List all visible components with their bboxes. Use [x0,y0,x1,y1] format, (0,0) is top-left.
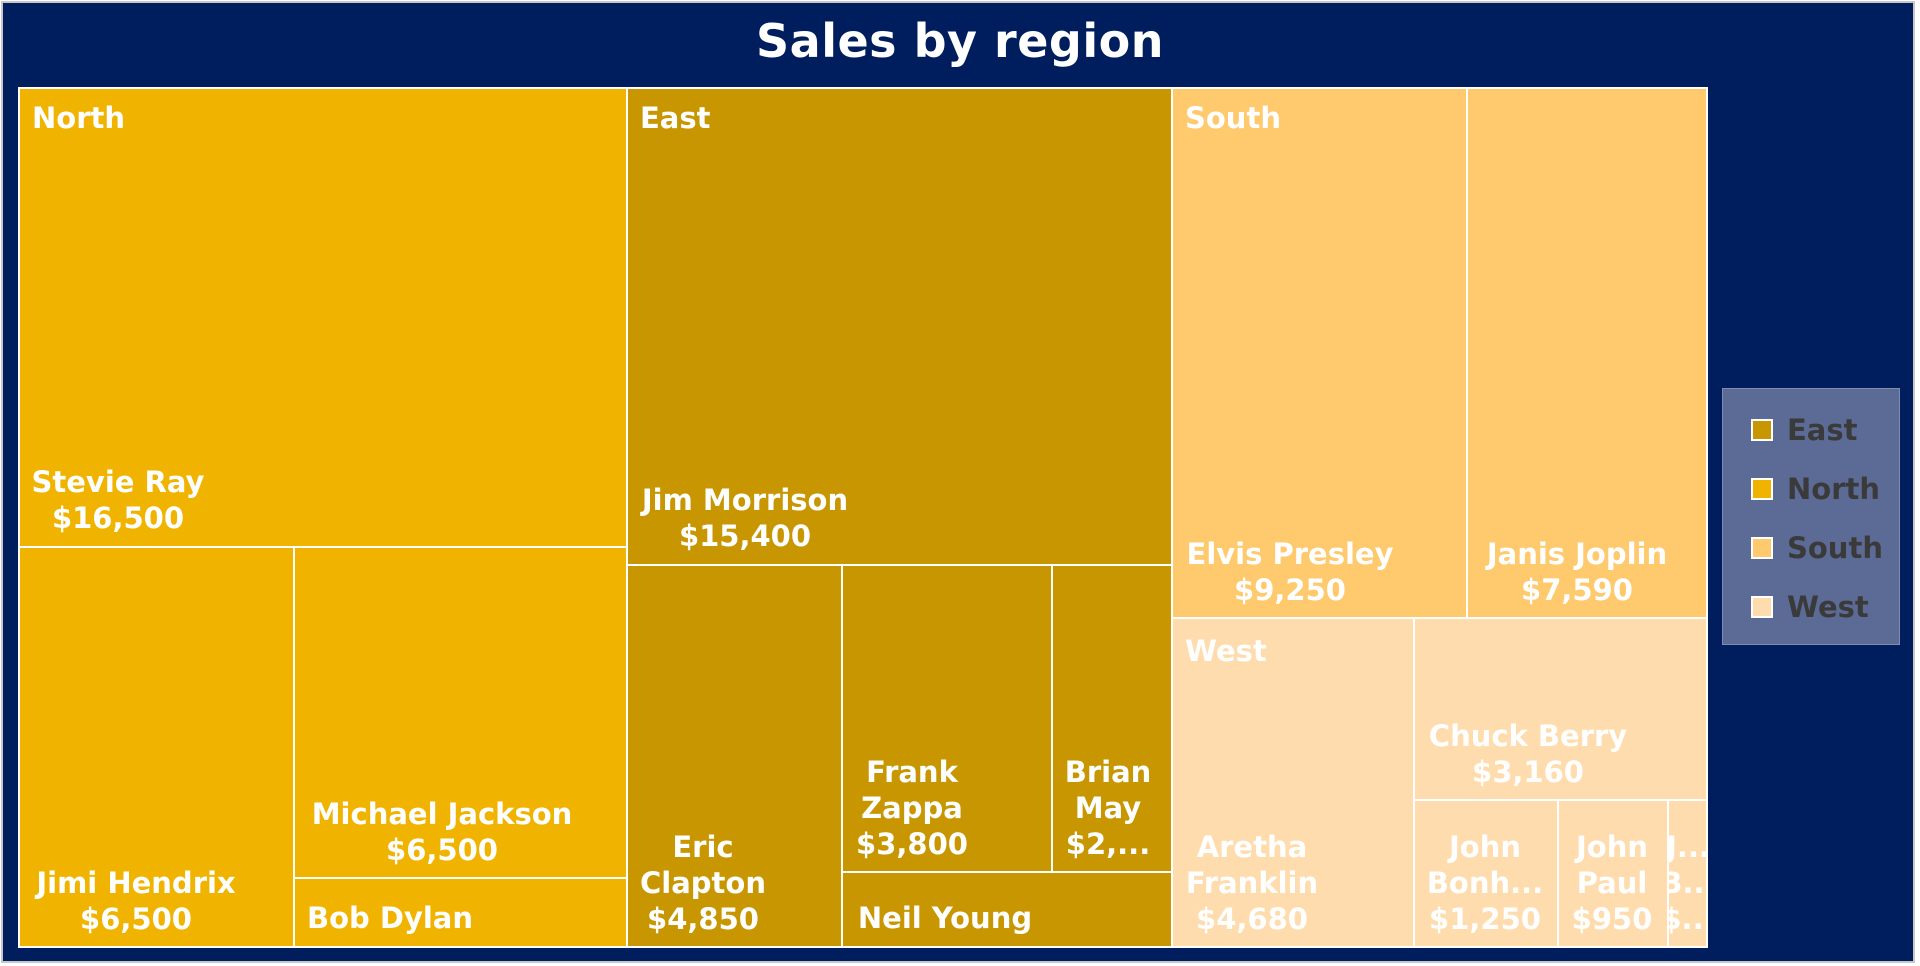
tile-label-line: $7,590 [1521,573,1633,607]
legend-item-west[interactable]: West [1751,590,1869,624]
tile-chuck-berry[interactable]: Chuck Berry$3,160 [1413,617,1708,801]
tile-label-line: Chuck Berry [1429,719,1628,753]
legend-swatch-north [1751,478,1773,500]
tile-rect-brian-may [1051,564,1173,873]
tile-janis-joplin[interactable]: Janis Joplin$7,590 [1466,87,1708,619]
tile-j-b[interactable]: J...B...$... [1660,799,1715,948]
tile-label-line: Bonh... [1427,866,1543,900]
tile-label-chuck-berry: Chuck Berry$3,160 [1429,719,1628,789]
region-label-north: North [32,101,125,135]
tile-label-line: Janis Joplin [1485,537,1667,571]
tile-label-brian-may: BrianMay$2,... [1065,755,1152,861]
legend-label-east: East [1787,413,1858,447]
tile-label-line: Stevie Ray [32,465,205,499]
tile-jim-morrison[interactable]: Jim Morrison$15,400 [626,87,1173,566]
tile-label-line: $... [1661,902,1714,936]
tile-label-line: Elvis Presley [1187,537,1394,571]
tile-label-line: $6,500 [386,833,498,867]
tile-label-line: $2,... [1066,827,1150,861]
tile-label-line: Zappa [861,791,963,825]
tile-label-janis-joplin: Janis Joplin$7,590 [1485,537,1667,607]
tile-rect-eric-clapton [626,564,843,948]
treemap-border [18,87,1708,948]
legend-item-south[interactable]: South [1751,531,1883,565]
legend-label-south: South [1787,531,1883,565]
tile-label-line: $4,680 [1196,902,1308,936]
tile-label-line: John [1574,830,1648,864]
tile-label-line: Aretha [1197,830,1308,864]
tile-neil-young[interactable]: Neil Young [841,871,1173,948]
tile-rect-michael-jackson [293,546,628,879]
legend-label-north: North [1787,472,1881,506]
tile-label-line: $4,850 [647,902,759,936]
tile-elvis-presley[interactable]: Elvis Presley$9,250 [1171,87,1468,619]
tile-label-j-b: J...B...$... [1660,830,1715,936]
tile-label-line: Brian [1065,755,1152,789]
tile-label-elvis-presley: Elvis Presley$9,250 [1187,537,1394,607]
tile-label-line: $9,250 [1234,573,1346,607]
legend-swatch-east [1751,419,1773,441]
tile-label-line: Clapton [640,866,766,900]
tile-label-line: Michael Jackson [312,797,573,831]
legend-label-west: West [1787,590,1869,624]
tile-rect-neil-young [841,871,1173,948]
tile-label-line: B... [1660,866,1715,900]
tile-rect-j-b [1667,799,1708,948]
tile-label-line: $6,500 [80,902,192,936]
tile-label-line: John [1447,830,1521,864]
tile-label-line: Jim Morrison [640,483,848,517]
tile-bob-dylan[interactable]: Bob Dylan [293,877,628,948]
legend-item-north[interactable]: North [1751,472,1880,506]
legend-item-east[interactable]: East [1751,413,1858,447]
tile-label-stevie-ray: Stevie Ray$16,500 [32,465,205,535]
tile-label-line: $950 [1572,902,1653,936]
tile-label-line: $3,160 [1472,755,1584,789]
region-label-east: East [640,101,711,135]
tile-label-neil-young: Neil Young [858,901,1032,935]
tile-jimi-hendrix[interactable]: Jimi Hendrix$6,500 [18,546,295,948]
tile-label-line: Eric [672,830,733,864]
legend: East North South West [1722,388,1900,645]
tile-label-line: $16,500 [52,501,184,535]
tile-label-line: Neil Young [858,901,1032,935]
tile-label-line: Paul [1577,866,1648,900]
tile-stevie-ray[interactable]: Stevie Ray$16,500 [18,87,628,548]
tile-label-jimi-hendrix: Jimi Hendrix$6,500 [34,866,236,936]
legend-swatch-west [1751,596,1773,618]
tile-label-bob-dylan: Bob Dylan [307,901,473,935]
tile-rect-janis-joplin [1466,87,1708,619]
tile-rect-frank-zappa [841,564,1053,873]
tile-brian-may[interactable]: BrianMay$2,... [1051,564,1173,873]
tile-label-line: Franklin [1186,866,1318,900]
region-label-west: West [1185,634,1267,668]
region-label-south: South [1185,101,1281,135]
tile-label-jim-morrison: Jim Morrison$15,400 [640,483,848,553]
tile-label-line: J... [1664,830,1710,864]
chart-title: Sales by region [756,14,1164,68]
tile-label-line: $15,400 [679,519,811,553]
tile-label-line: $3,800 [856,827,968,861]
tile-label-line: Bob Dylan [307,901,473,935]
legend-swatch-south [1751,537,1773,559]
tile-michael-jackson[interactable]: Michael Jackson$6,500 [293,546,628,879]
tile-label-line: Frank [866,755,958,789]
tile-label-line: May [1075,791,1142,825]
tile-label-michael-jackson: Michael Jackson$6,500 [312,797,573,867]
tile-rect-chuck-berry [1413,617,1708,801]
tile-rect-bob-dylan [293,877,628,948]
tile-label-line: Jimi Hendrix [34,866,236,900]
tile-label-line: $1,250 [1429,902,1541,936]
